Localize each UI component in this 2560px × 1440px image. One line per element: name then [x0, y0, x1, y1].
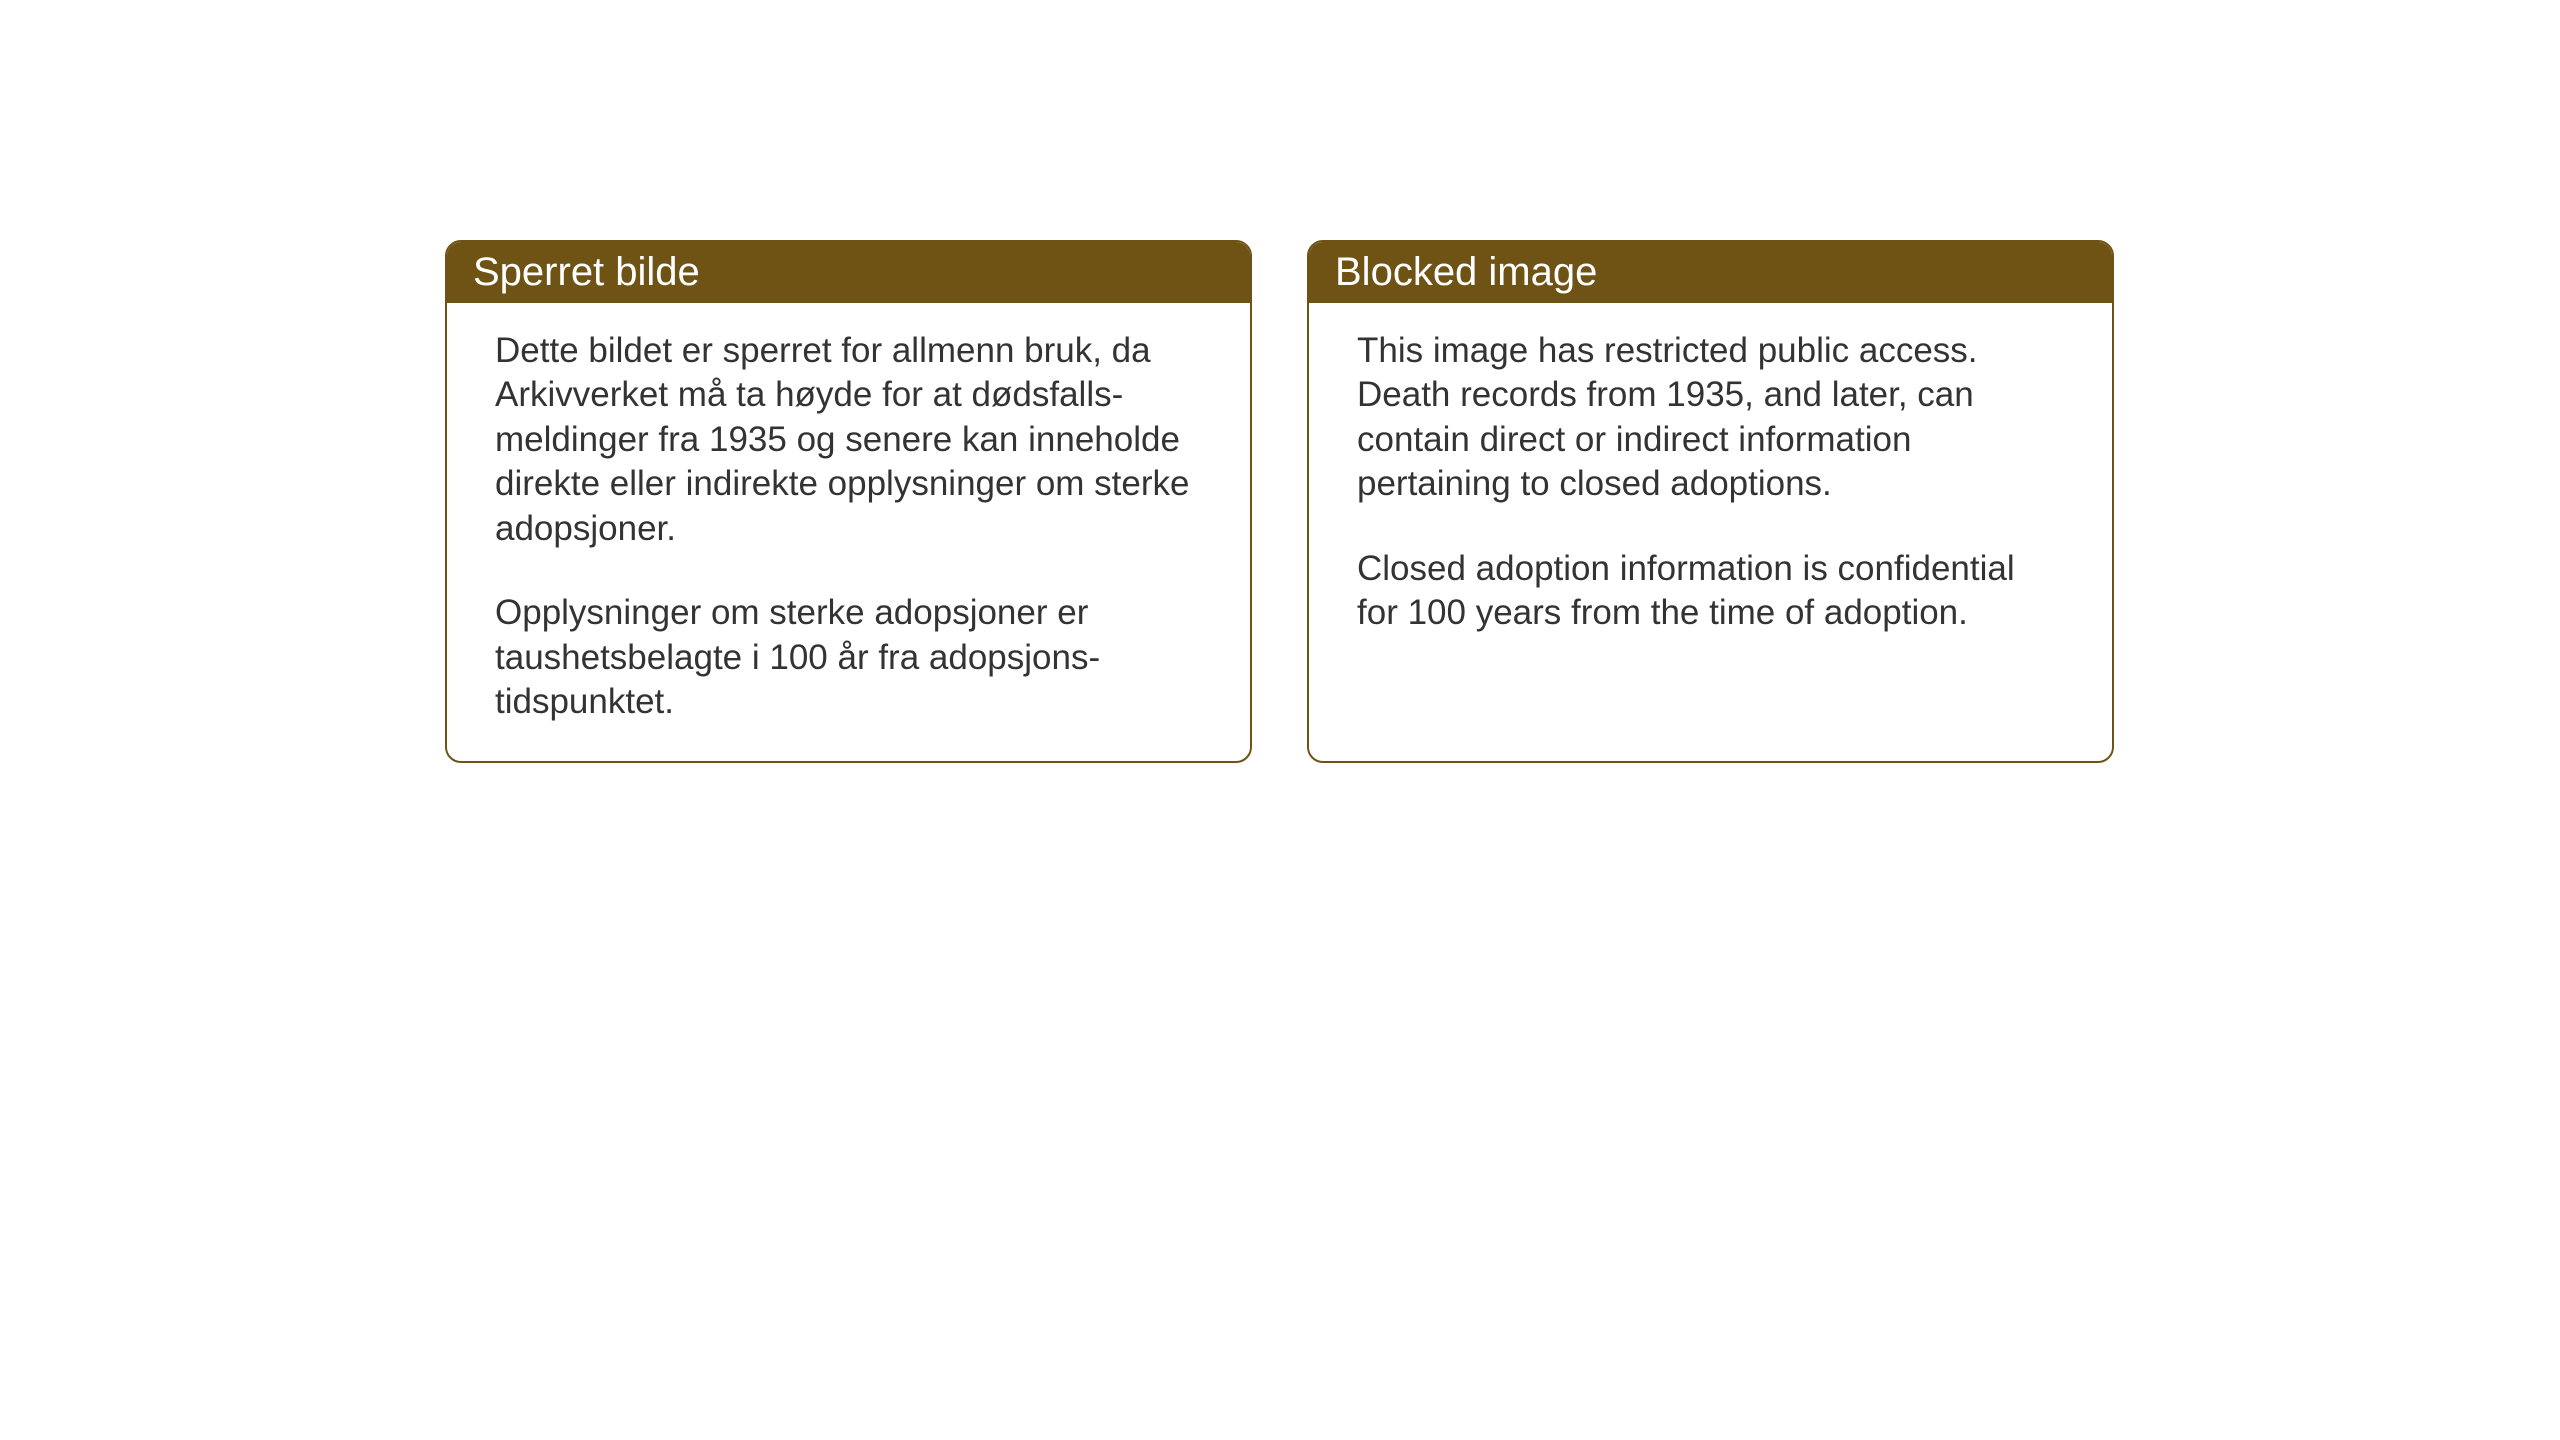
english-card: Blocked image This image has restricted … — [1307, 240, 2114, 763]
norwegian-paragraph-1: Dette bildet er sperret for allmenn bruk… — [495, 329, 1202, 551]
english-card-header: Blocked image — [1309, 242, 2112, 303]
english-card-title: Blocked image — [1335, 250, 1597, 294]
cards-container: Sperret bilde Dette bildet er sperret fo… — [445, 240, 2114, 763]
norwegian-card-body: Dette bildet er sperret for allmenn bruk… — [447, 303, 1250, 761]
norwegian-card-header: Sperret bilde — [447, 242, 1250, 303]
norwegian-paragraph-2: Opplysninger om sterke adopsjoner er tau… — [495, 591, 1202, 724]
norwegian-card-title: Sperret bilde — [473, 250, 700, 294]
norwegian-card: Sperret bilde Dette bildet er sperret fo… — [445, 240, 1252, 763]
english-paragraph-2: Closed adoption information is confident… — [1357, 547, 2064, 636]
english-paragraph-1: This image has restricted public access.… — [1357, 329, 2064, 507]
english-card-body: This image has restricted public access.… — [1309, 303, 2112, 743]
